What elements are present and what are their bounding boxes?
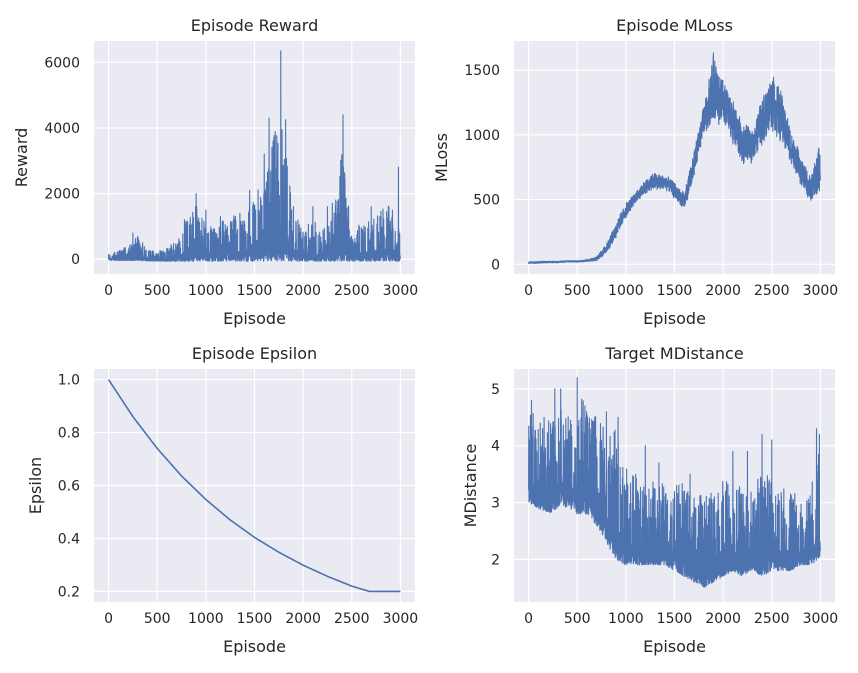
x-tick-label: 500 [564, 611, 591, 627]
x-tick-label: 1000 [608, 611, 644, 627]
x-tick-label: 2500 [754, 611, 790, 627]
x-tick-label: 0 [524, 611, 533, 627]
y-tick-label: 5 [491, 382, 500, 398]
series-line [107, 379, 401, 593]
x-tick-label: 2000 [285, 283, 321, 299]
y-axis-label: Reward [12, 128, 31, 188]
x-tick-label: 3000 [803, 283, 839, 299]
y-tick-label: 2 [491, 552, 500, 568]
series-line [528, 376, 821, 588]
chart-title: Episode Epsilon [192, 344, 317, 363]
x-tick-label: 0 [104, 283, 113, 299]
y-tick-label: 2000 [44, 187, 80, 203]
x-tick-label: 1000 [188, 611, 224, 627]
subplot-1: 0 500 1000 1500 2000 2500 3000 0 2000 4000 6000 Epi… [12, 16, 418, 328]
series-line [108, 50, 401, 262]
y-tick-label: 6000 [44, 55, 80, 71]
y-tick-label: 4 [491, 439, 500, 455]
x-tick-label: 1500 [657, 283, 693, 299]
y-tick-label: 3 [491, 496, 500, 512]
y-tick-label: 1000 [464, 128, 500, 144]
x-tick-label: 2000 [705, 283, 741, 299]
subplot-3: 0 500 1000 1500 2000 2500 3000 0.2 0.4 0.6 0.8 1.0 E… [26, 344, 418, 656]
y-tick-label: 0 [71, 252, 80, 268]
x-tick-label: 2000 [705, 611, 741, 627]
x-tick-label: 2500 [334, 283, 370, 299]
y-tick-label: 0.8 [58, 426, 80, 442]
x-tick-label: 2500 [754, 283, 790, 299]
subplot-4: 0 500 1000 1500 2000 2500 3000 2 3 4 5 Target MDist… [461, 344, 838, 656]
x-tick-label: 500 [144, 283, 171, 299]
subplot-2: 0 500 1000 1500 2000 2500 3000 0 500 1000 1500 Epis… [432, 16, 838, 328]
x-tick-label: 1500 [237, 611, 273, 627]
y-tick-label: 500 [473, 193, 500, 209]
x-tick-label: 2500 [334, 611, 370, 627]
x-tick-label: 500 [144, 611, 171, 627]
y-axis-label: MDistance [461, 444, 480, 528]
chart-title: Target MDistance [604, 344, 743, 363]
y-tick-label: 1500 [464, 63, 500, 79]
x-tick-label: 1500 [657, 611, 693, 627]
y-tick-label: 0.4 [58, 531, 80, 547]
x-tick-label: 1500 [237, 283, 273, 299]
y-tick-label: 0.6 [58, 479, 80, 495]
y-axis-label: Epsilon [26, 457, 45, 514]
x-tick-label: 1000 [188, 283, 224, 299]
x-tick-label: 0 [104, 611, 113, 627]
y-tick-label: 0 [491, 257, 500, 273]
x-axis-label: Episode [223, 309, 286, 328]
y-tick-label: 1.0 [58, 373, 80, 389]
x-axis-label: Episode [643, 309, 706, 328]
x-tick-label: 1000 [608, 283, 644, 299]
chart-title: Episode Reward [191, 16, 319, 35]
x-tick-label: 3000 [803, 611, 839, 627]
x-axis-label: Episode [223, 637, 286, 656]
chart-title: Episode MLoss [616, 16, 733, 35]
x-tick-label: 3000 [383, 283, 419, 299]
x-tick-label: 3000 [383, 611, 419, 627]
series-line [528, 52, 821, 265]
x-tick-label: 2000 [285, 611, 321, 627]
x-tick-label: 500 [564, 283, 591, 299]
x-tick-label: 0 [524, 283, 533, 299]
y-tick-label: 0.2 [58, 584, 80, 600]
x-axis-label: Episode [643, 637, 706, 656]
y-axis-label: MLoss [432, 133, 451, 182]
y-tick-label: 4000 [44, 121, 80, 137]
